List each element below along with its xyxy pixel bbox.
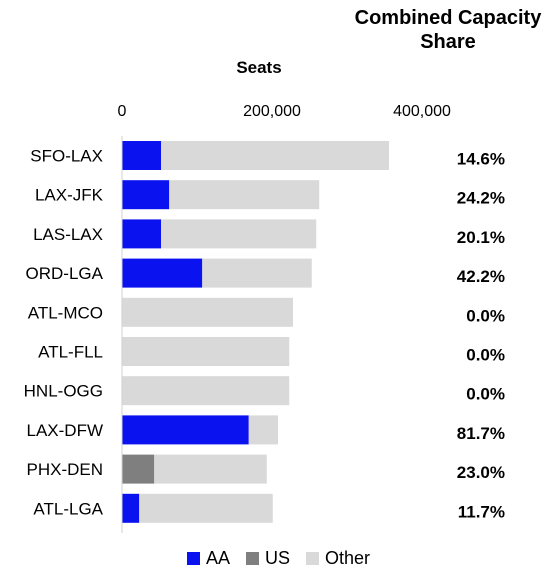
bar-other bbox=[139, 493, 273, 523]
bar-other bbox=[122, 297, 293, 327]
category-label: LAX-DFW bbox=[27, 421, 104, 440]
legend-item-other: Other bbox=[306, 548, 370, 569]
bar-other bbox=[122, 337, 290, 366]
bar-other bbox=[161, 141, 389, 170]
bar-other bbox=[202, 258, 312, 288]
share-label: 20.1% bbox=[457, 228, 505, 247]
share-label: 42.2% bbox=[457, 267, 505, 286]
legend-label: US bbox=[264, 548, 290, 568]
bar-aa bbox=[122, 219, 161, 249]
plot-area: 0 200,000 400,000 SFO-LAX 14.6% LAX-JFK 24.2% L… bbox=[24, 103, 505, 533]
legend-item-us: US bbox=[245, 548, 290, 569]
category-label: ATL-LGA bbox=[33, 499, 103, 518]
share-label: 24.2% bbox=[457, 189, 505, 208]
share-label: 23.0% bbox=[457, 463, 505, 482]
legend-label: AA bbox=[205, 548, 230, 568]
x-tick-label: 400,000 bbox=[393, 103, 451, 120]
x-tick-label: 200,000 bbox=[243, 103, 301, 120]
legend-swatch bbox=[245, 552, 259, 565]
bar-other bbox=[122, 376, 290, 406]
category-label: LAS-LAX bbox=[33, 225, 103, 244]
bar-other bbox=[248, 415, 278, 445]
bar-other bbox=[161, 219, 317, 249]
bar-other bbox=[169, 180, 320, 210]
share-label: 0.0% bbox=[466, 306, 505, 325]
bar-aa bbox=[122, 258, 203, 288]
category-label: SFO-LAX bbox=[30, 147, 103, 166]
legend-swatch bbox=[306, 552, 319, 565]
share-label: 14.6% bbox=[457, 150, 505, 169]
share-label: 0.0% bbox=[466, 385, 505, 404]
share-label: 0.0% bbox=[466, 346, 505, 365]
x-axis-label: Seats bbox=[236, 58, 282, 77]
category-label: ATL-MCO bbox=[28, 303, 103, 322]
legend-label: Other bbox=[325, 548, 371, 568]
share-label: 11.7% bbox=[458, 502, 505, 521]
share-label: 81.7% bbox=[457, 424, 505, 443]
category-label: ATL-FLL bbox=[38, 343, 103, 362]
category-label: HNL-OGG bbox=[24, 382, 103, 401]
bar-other bbox=[154, 454, 267, 484]
legend-swatch bbox=[186, 552, 200, 565]
category-label: PHX-DEN bbox=[26, 460, 103, 479]
legend: AA US Other bbox=[0, 548, 557, 569]
category-label: ORD-LGA bbox=[26, 264, 104, 283]
bar-aa bbox=[122, 141, 161, 170]
legend-item-aa: AA bbox=[186, 548, 230, 569]
bar-aa bbox=[122, 493, 140, 523]
bar-us bbox=[122, 454, 155, 484]
bar-aa bbox=[122, 180, 170, 210]
chart-title: Combined Capacity Share bbox=[354, 7, 542, 53]
category-label: LAX-JFK bbox=[35, 186, 104, 205]
x-tick-label: 0 bbox=[118, 103, 127, 120]
bar-aa bbox=[122, 415, 249, 445]
